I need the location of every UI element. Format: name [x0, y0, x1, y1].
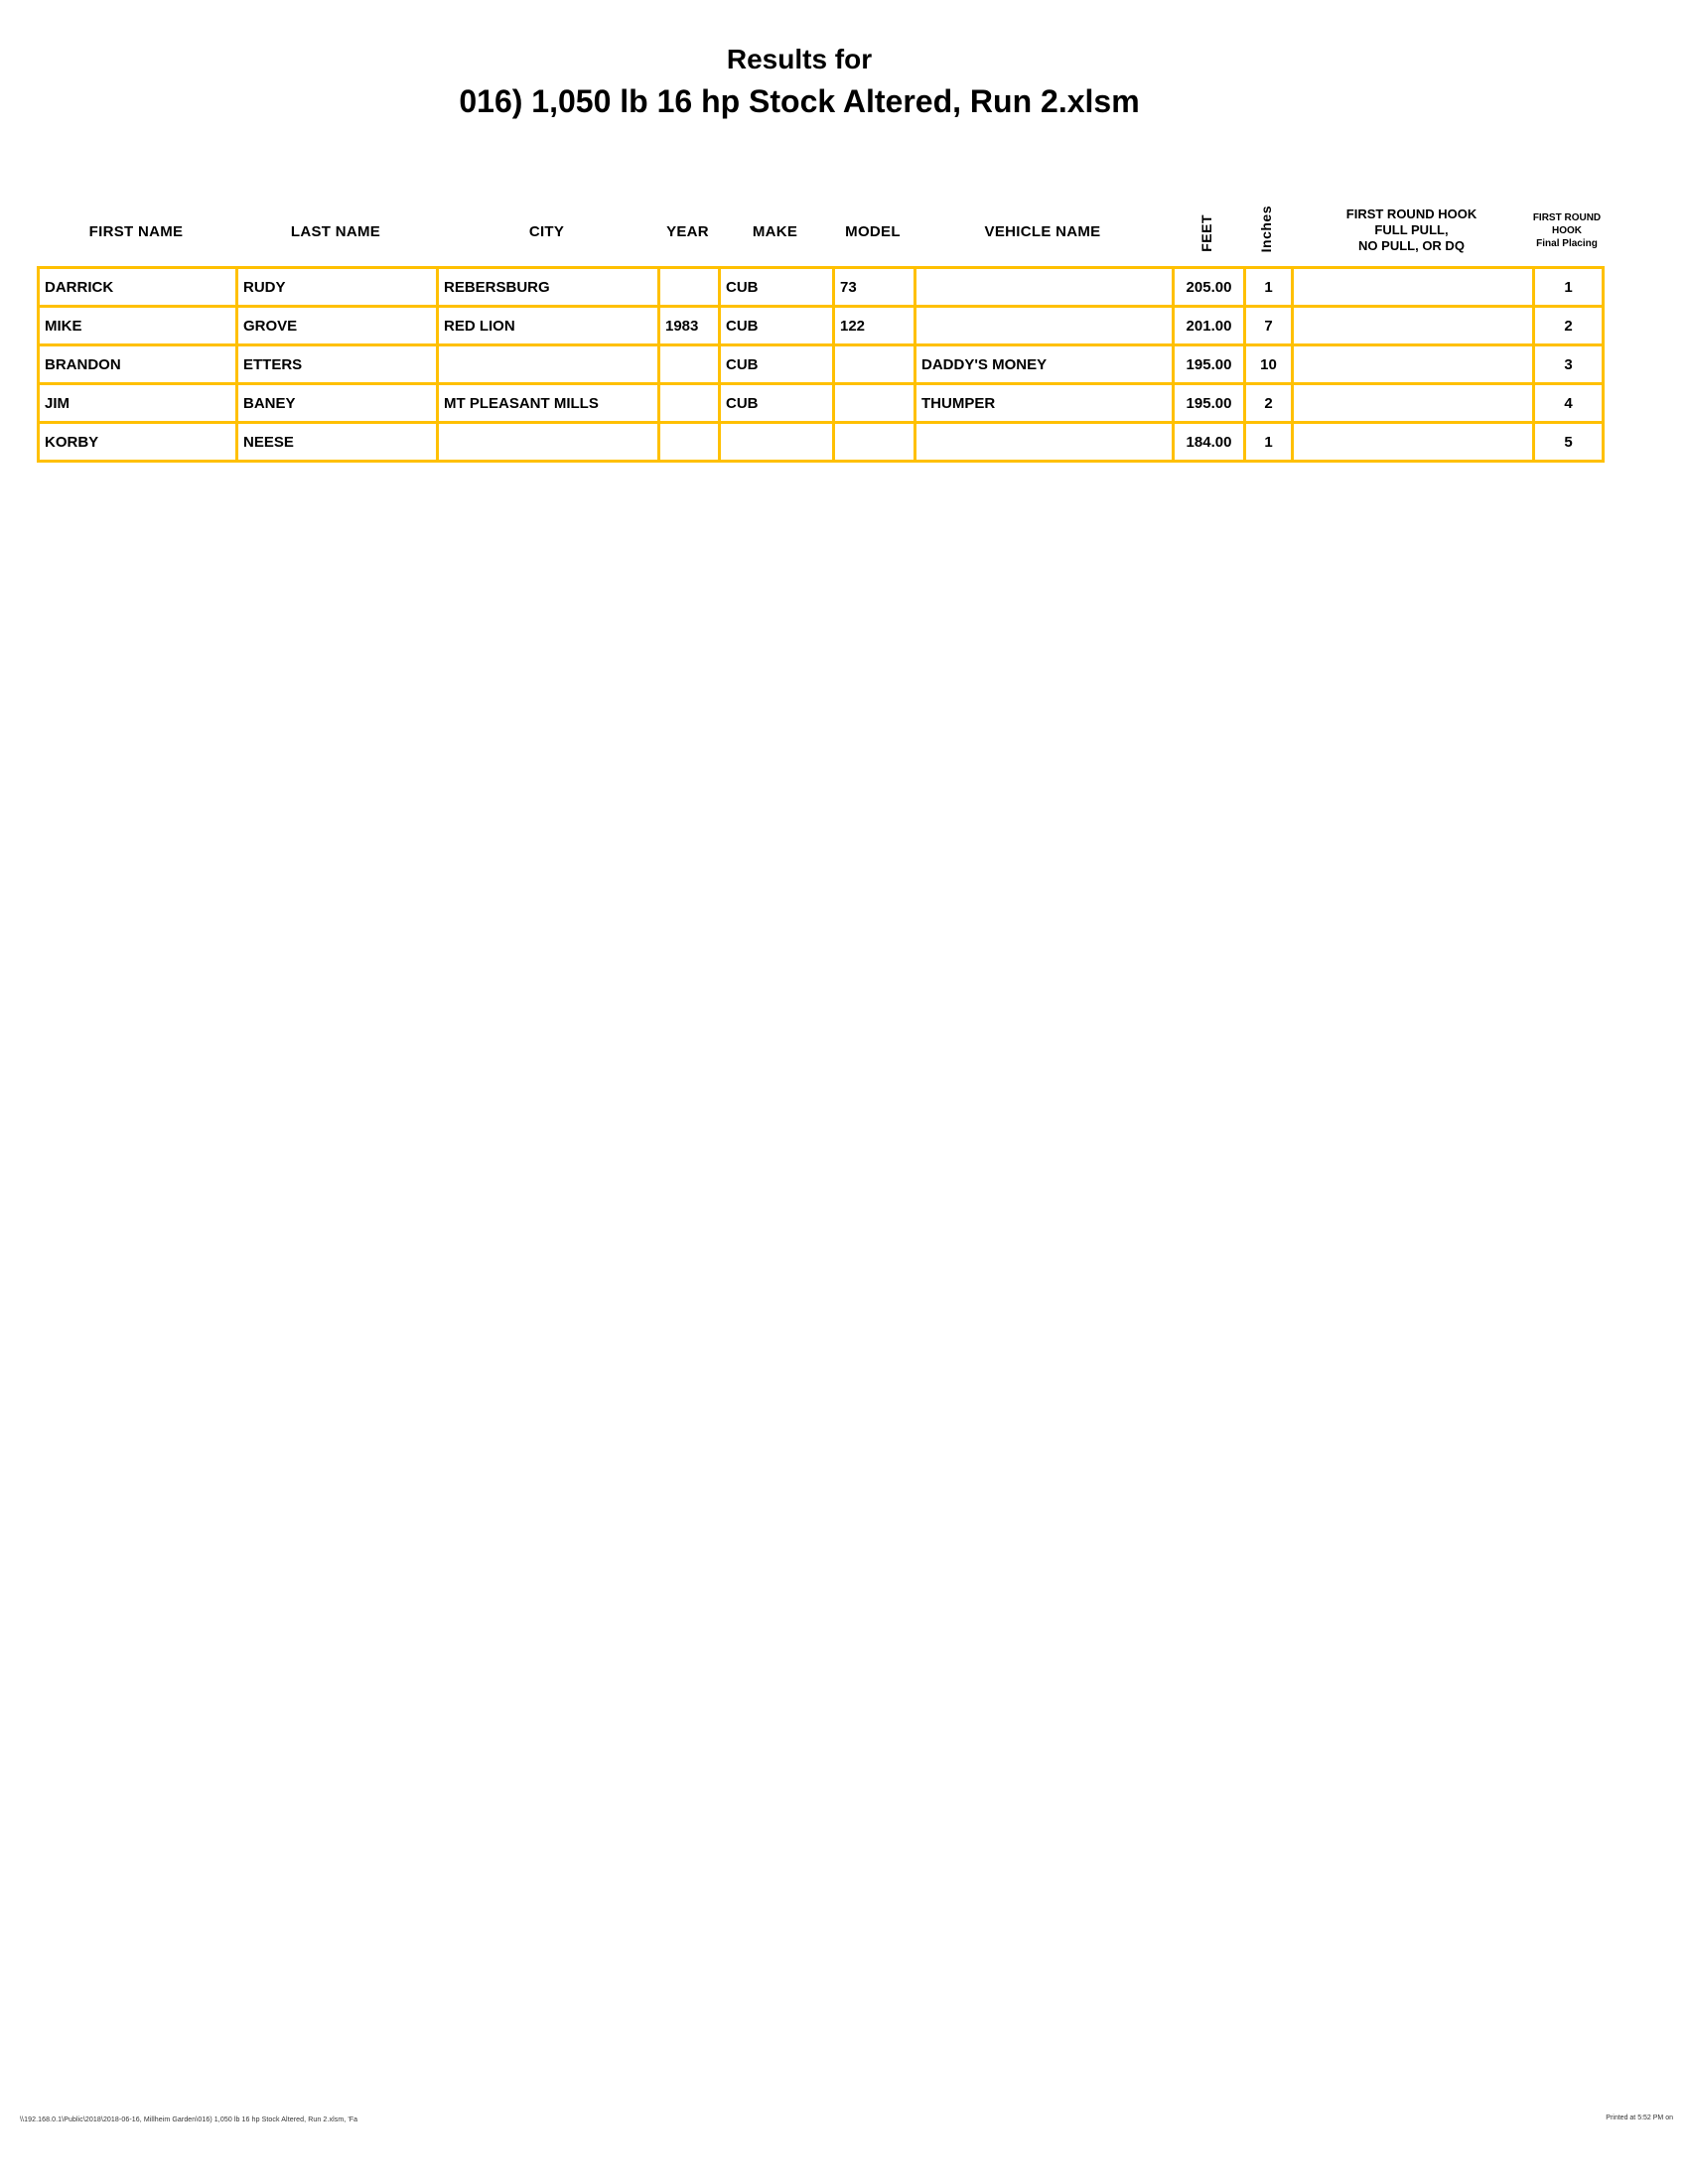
- table-cell-last_name: ETTERS: [235, 343, 439, 385]
- results-table-area: FIRST NAME LAST NAME CITY YEAR MAKE MODE…: [37, 195, 1605, 463]
- table-cell-inches: 10: [1243, 343, 1294, 385]
- page-subtitle-filename: 016) 1,050 lb 16 hp Stock Altered, Run 2…: [459, 83, 1140, 119]
- table-cell-vehicle_name: THUMPER: [914, 382, 1175, 424]
- page-title: Results for: [726, 44, 873, 74]
- table-cell-first_round_hook: [1291, 305, 1535, 346]
- column-header-inches: Inches: [1243, 195, 1291, 256]
- table-cell-inches: 2: [1243, 382, 1294, 424]
- table-row: BRANDON ETTERS CUB DADDY'S MONEY 195.00 10 3: [37, 343, 1605, 385]
- table-cell-first_round_hook: [1291, 382, 1535, 424]
- footer-printed-at: Printed at 5:52 PM on: [1606, 2115, 1673, 2121]
- table-cell-make: CUB: [718, 343, 835, 385]
- table-cell-first_round_hook: [1291, 266, 1535, 308]
- table-cell-last_name: RUDY: [235, 266, 439, 308]
- table-cell-first_name: BRANDON: [37, 343, 238, 385]
- table-cell-last_name: NEESE: [235, 421, 439, 463]
- table-cell-year: [657, 382, 721, 424]
- table-cell-make: [718, 421, 835, 463]
- table-cell-feet: 195.00: [1172, 382, 1246, 424]
- table-cell-final_placing: 3: [1532, 343, 1605, 385]
- table-cell-feet: 184.00: [1172, 421, 1246, 463]
- column-header-year: YEAR: [666, 222, 709, 240]
- table-cell-first_round_hook: [1291, 343, 1535, 385]
- column-header-make: MAKE: [752, 222, 798, 240]
- table-header-row: FIRST NAME LAST NAME CITY YEAR MAKE MODE…: [37, 195, 1602, 256]
- table-cell-make: CUB: [718, 305, 835, 346]
- table-cell-make: CUB: [718, 382, 835, 424]
- table-cell-year: [657, 266, 721, 308]
- table-cell-feet: 201.00: [1172, 305, 1246, 346]
- column-header-vehicle-name: VEHICLE NAME: [984, 222, 1101, 240]
- table-cell-city: MT PLEASANT MILLS: [436, 382, 660, 424]
- table-cell-city: RED LION: [436, 305, 660, 346]
- table-cell-year: 1983: [657, 305, 721, 346]
- table-cell-vehicle_name: [914, 305, 1175, 346]
- table-cell-final_placing: 4: [1532, 382, 1605, 424]
- table-cell-first_round_hook: [1291, 421, 1535, 463]
- column-header-last-name: LAST NAME: [290, 222, 381, 240]
- table-cell-last_name: BANEY: [235, 382, 439, 424]
- table-cell-vehicle_name: [914, 266, 1175, 308]
- column-header-first-round-hook: FIRST ROUND HOOK FULL PULL, NO PULL, OR …: [1345, 206, 1477, 253]
- table-cell-final_placing: 5: [1532, 421, 1605, 463]
- table-cell-final_placing: 1: [1532, 266, 1605, 308]
- table-cell-inches: 1: [1243, 421, 1294, 463]
- table-cell-feet: 195.00: [1172, 343, 1246, 385]
- column-header-inches-label: Inches: [1258, 205, 1275, 252]
- table-row: KORBY NEESE 184.00 1 5: [37, 421, 1605, 463]
- table-cell-city: REBERSBURG: [436, 266, 660, 308]
- table-cell-last_name: GROVE: [235, 305, 439, 346]
- table-cell-model: 122: [832, 305, 916, 346]
- table-cell-final_placing: 2: [1532, 305, 1605, 346]
- table-cell-city: [436, 421, 660, 463]
- table-cell-model: [832, 382, 916, 424]
- table-cell-city: [436, 343, 660, 385]
- table-cell-first_name: JIM: [37, 382, 238, 424]
- column-header-feet: FEET: [1172, 195, 1243, 256]
- table-cell-inches: 7: [1243, 305, 1294, 346]
- table-cell-first_name: KORBY: [37, 421, 238, 463]
- column-header-first-name: FIRST NAME: [88, 222, 184, 240]
- column-header-feet-label: FEET: [1198, 214, 1215, 252]
- table-cell-model: [832, 343, 916, 385]
- column-header-city: CITY: [528, 222, 565, 240]
- table-cell-feet: 205.00: [1172, 266, 1246, 308]
- table-cell-first_name: DARRICK: [37, 266, 238, 308]
- table-cell-model: 73: [832, 266, 916, 308]
- results-table: DARRICK RUDY REBERSBURG CUB 73 205.00 1 1 MIKE GR…: [37, 266, 1605, 463]
- table-cell-model: [832, 421, 916, 463]
- table-cell-vehicle_name: DADDY'S MONEY: [914, 343, 1175, 385]
- table-row: MIKE GROVE RED LION 1983 CUB 122 201.00 7 2: [37, 305, 1605, 346]
- table-cell-vehicle_name: [914, 421, 1175, 463]
- table-row: JIM BANEY MT PLEASANT MILLS CUB THUMPER 195.0…: [37, 382, 1605, 424]
- table-row: DARRICK RUDY REBERSBURG CUB 73 205.00 1 1: [37, 266, 1605, 308]
- table-cell-inches: 1: [1243, 266, 1294, 308]
- table-cell-first_name: MIKE: [37, 305, 238, 346]
- table-cell-year: [657, 421, 721, 463]
- table-cell-year: [657, 343, 721, 385]
- column-header-final-placing: FIRST ROUND HOOK Final Placing: [1532, 212, 1602, 249]
- column-header-model: MODEL: [845, 222, 901, 240]
- table-cell-make: CUB: [718, 266, 835, 308]
- footer-file-path: \\192.168.0.1\Public\2018\2018-06-16, Mi…: [20, 2116, 358, 2123]
